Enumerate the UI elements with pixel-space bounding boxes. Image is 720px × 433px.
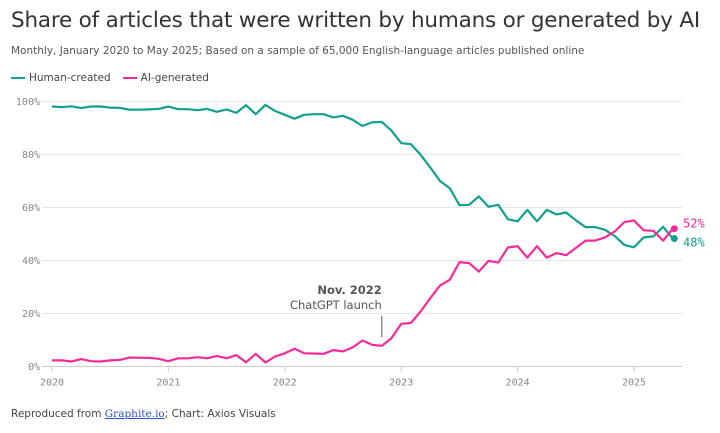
annotation-text: ChatGPT launch [290,298,382,312]
end-point [670,235,678,243]
end-point [670,225,678,233]
y-tick-label: 80% [22,150,40,161]
series-line-human [51,103,674,249]
series-line-ai [52,219,674,364]
legend-label-ai: AI-generated [140,72,209,84]
x-tick-label: 2020 [40,378,64,389]
legend-item-human: Human-created [11,72,111,84]
end-label-ai: 52% [683,217,705,231]
x-tick-label: 2021 [156,378,180,389]
y-tick-label: 40% [22,256,40,267]
annotation-title: Nov. 2022 [317,283,381,297]
end-label-human: 48% [683,236,705,250]
x-tick-label: 2024 [506,378,530,389]
x-tick-label: 2023 [389,378,413,389]
chart-title: Share of articles that were written by h… [11,8,700,33]
footer-prefix: Reproduced from [11,408,105,420]
legend-label-human: Human-created [29,72,111,84]
chart-subtitle: Monthly, January 2020 to May 2025; Based… [11,45,585,57]
legend-item-ai: AI-generated [122,72,209,84]
y-tick-label: 100% [16,97,40,108]
legend-swatch-ai [122,76,137,80]
footer: Reproduced from Graphite.io; Chart: Axio… [11,408,276,420]
legend-swatch-human [11,76,25,80]
y-tick-label: 0% [28,362,40,373]
x-tick-label: 2022 [273,378,297,389]
footer-suffix: ; Chart: Axios Visuals [164,408,276,420]
y-tick-label: 20% [22,309,40,320]
source-link[interactable]: Graphite.io [104,408,165,420]
y-tick-label: 60% [22,203,40,214]
legend: Human-created AI-generated [11,72,209,84]
x-tick-label: 2025 [622,378,646,389]
